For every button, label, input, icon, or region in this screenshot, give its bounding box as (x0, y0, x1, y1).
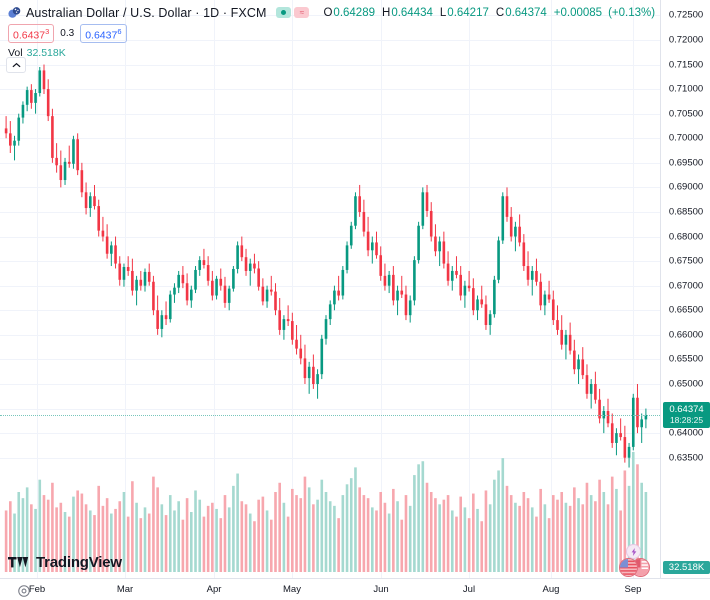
forex-pair-icon (8, 7, 21, 18)
ohlc-change: +0.00085 (553, 6, 603, 19)
volume-value-badge[interactable]: 32.518K (663, 561, 710, 574)
bid-price-box[interactable]: 0.64373 (8, 23, 55, 44)
time-tick-label: Mar (116, 584, 134, 595)
time-tick-label: Sep (624, 584, 642, 595)
price-tick-label: 0.65000 (668, 378, 704, 390)
price-tick-label: 0.70000 (668, 132, 704, 144)
ohlc-high-label: H (382, 6, 391, 19)
price-tick-label: 0.66500 (668, 304, 704, 316)
price-tick-label: 0.69000 (668, 181, 704, 193)
gear-icon[interactable] (17, 584, 31, 598)
symbol-title[interactable]: Australian Dollar / U.S. Dollar · 1D · F… (26, 5, 267, 20)
candlestick-series[interactable] (0, 0, 660, 578)
price-tick-label: 0.67000 (668, 280, 704, 292)
ohlc-open-label: O (323, 6, 333, 19)
volume-label: Vol (8, 47, 23, 59)
current-price-badge[interactable]: 0.64374 18:28:25 (663, 401, 710, 428)
bar-countdown: 18:28:25 (669, 414, 704, 425)
price-tick-label: 0.72500 (668, 9, 704, 21)
lightning-bolt-icon[interactable] (626, 544, 641, 559)
price-tick-label: 0.63500 (668, 452, 704, 464)
collapse-pane-button[interactable] (6, 57, 26, 73)
price-tick-label: 0.71000 (668, 83, 704, 95)
ask-price: 0.6437 (85, 29, 118, 42)
ohlc-values: O0.64289 H0.64434 L0.64217 C0.64374 +0.00085… (323, 7, 656, 19)
ohlc-low-value: 0.64217 (447, 6, 489, 19)
chart-legend: Australian Dollar / U.S. Dollar · 1D · F… (8, 4, 656, 61)
price-tick-label: 0.72000 (668, 34, 704, 46)
price-tick-label: 0.68000 (668, 231, 704, 243)
price-tick-label: 0.69500 (668, 157, 704, 169)
ask-price-box[interactable]: 0.64376 (80, 23, 127, 44)
session-indicator-group[interactable] (617, 544, 657, 578)
ohlc-close-value: 0.64374 (505, 6, 547, 19)
price-tick-label: 0.66000 (668, 329, 704, 341)
ask-price-fraction: 6 (117, 26, 122, 36)
chevron-up-icon (11, 62, 21, 68)
price-axis[interactable]: 0.72500 0.72000 0.71500 0.71000 0.70500 0.700… (660, 0, 710, 578)
quote-row: 0.64373 0.3 0.64376 (8, 23, 656, 44)
last-price-line (0, 414, 660, 416)
time-tick-label: Apr (206, 584, 222, 595)
sell-indicator-badge[interactable]: ≈ (294, 7, 310, 18)
ohlc-low-label: L (439, 6, 447, 19)
price-tick-label: 0.71500 (668, 59, 704, 71)
legend-badges: ≈ (276, 7, 310, 18)
legend-symbol-row[interactable]: Australian Dollar / U.S. Dollar · 1D · F… (8, 4, 656, 21)
price-tick-label: 0.65500 (668, 353, 704, 365)
time-axis[interactable]: Feb Mar Apr May Jun Jul Aug Sep (0, 578, 710, 600)
price-tick-label: 0.68500 (668, 206, 704, 218)
us-flag-icon[interactable] (619, 558, 638, 577)
bid-price-fraction: 3 (45, 26, 50, 36)
spread-value: 0.3 (60, 28, 75, 39)
current-price-value: 0.64374 (669, 403, 704, 415)
price-tick-label: 0.70500 (668, 108, 704, 120)
time-tick-label: Jun (373, 584, 389, 595)
price-tick-label: 0.64000 (668, 427, 704, 439)
price-pane[interactable] (0, 0, 660, 578)
ohlc-close-label: C (495, 6, 505, 19)
time-tick-label: Aug (542, 584, 560, 595)
volume-legend-row[interactable]: Vol 32.518K (8, 47, 656, 61)
time-tick-label: Feb (28, 584, 46, 595)
price-tick-label: 0.67500 (668, 255, 704, 267)
bid-price: 0.6437 (13, 29, 46, 42)
ohlc-change-pct: (+0.13%) (608, 6, 656, 19)
time-tick-label: Jul (462, 584, 476, 595)
volume-value: 32.518K (26, 47, 66, 59)
time-tick-label: May (283, 584, 301, 595)
ohlc-open-value: 0.64289 (333, 6, 375, 19)
buy-indicator-badge[interactable] (276, 7, 292, 18)
ohlc-high-value: 0.64434 (391, 6, 433, 19)
